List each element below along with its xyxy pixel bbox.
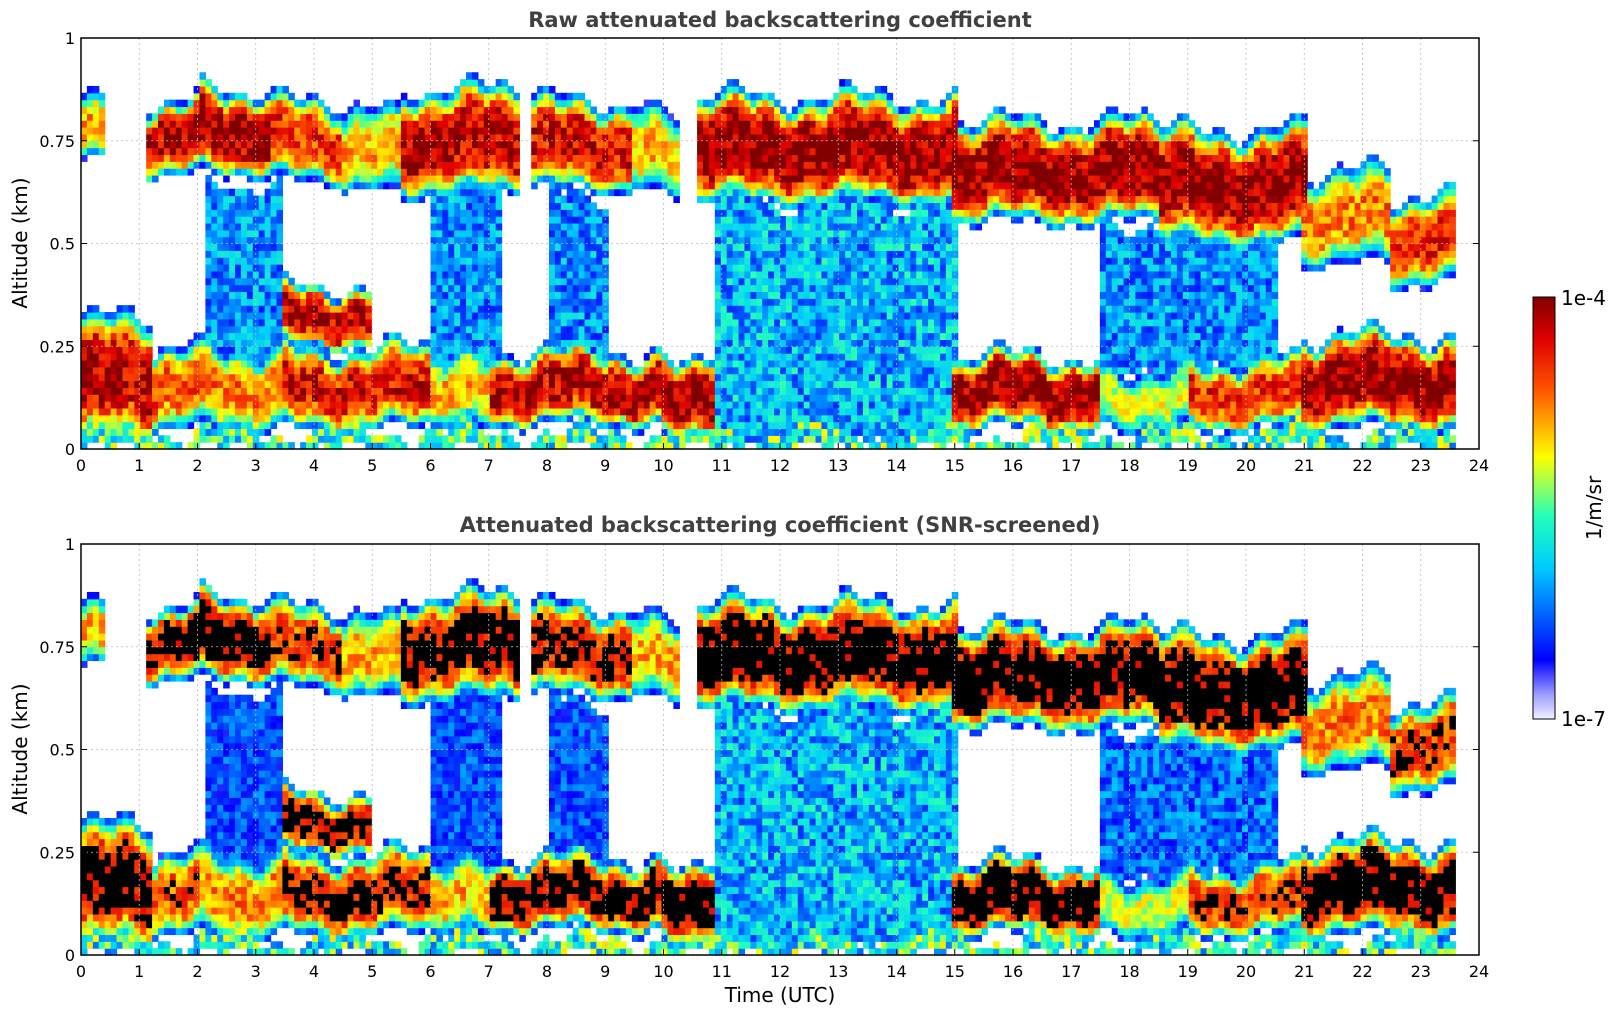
y-tick-label: 1 (65, 29, 75, 48)
x-tick-label: 7 (484, 962, 494, 981)
x-tick-label: 10 (653, 456, 673, 475)
x-tick-label: 22 (1352, 962, 1372, 981)
x-tick-label: 3 (251, 962, 261, 981)
x-tick-label: 4 (309, 962, 319, 981)
x-tick-label: 3 (251, 456, 261, 475)
panel-raw-x-axis: 0 1 2 3 4 5 6 7 8 9 10 11 12 13 14 15 16 17 18 19 20 21 22 23 24 (76, 443, 1489, 475)
x-tick-label: 20 (1236, 962, 1256, 981)
x-tick-label: 10 (653, 962, 673, 981)
panel-raw-y-label: Altitude (km) (8, 177, 32, 308)
x-tick-label: 4 (309, 456, 319, 475)
x-tick-label: 19 (1178, 962, 1198, 981)
x-tick-label: 6 (425, 962, 435, 981)
x-tick-label: 23 (1411, 456, 1431, 475)
x-tick-label: 13 (828, 962, 848, 981)
x-tick-label: 18 (1119, 962, 1139, 981)
panel-screened-x-axis: 0 1 2 3 4 5 6 7 8 9 10 11 12 13 14 15 16 17 18 19 20 21 22 23 24 (76, 949, 1489, 981)
x-tick-label: 0 (76, 962, 86, 981)
x-tick-label: 5 (367, 456, 377, 475)
x-tick-label: 0 (76, 456, 86, 475)
x-tick-label: 21 (1294, 962, 1314, 981)
panel-screened-x-label: Time (UTC) (724, 983, 836, 1007)
colorbar-min-label: 1e-7 (1561, 707, 1606, 731)
panel-raw-y-axis: 0 0.25 0.5 0.75 1 (39, 29, 1479, 459)
y-tick-label: 0.25 (39, 843, 75, 862)
x-tick-label: 24 (1469, 962, 1489, 981)
x-tick-label: 14 (886, 456, 906, 475)
x-tick-label: 15 (945, 962, 965, 981)
x-tick-label: 23 (1411, 962, 1431, 981)
x-tick-label: 21 (1294, 456, 1314, 475)
colorbar-max-label: 1e-4 (1561, 286, 1606, 310)
x-tick-label: 2 (192, 962, 202, 981)
x-tick-label: 7 (484, 456, 494, 475)
x-tick-label: 16 (1003, 456, 1023, 475)
y-tick-label: 0.5 (50, 741, 75, 760)
x-tick-label: 6 (425, 456, 435, 475)
x-tick-label: 19 (1178, 456, 1198, 475)
panel-screened-y-label: Altitude (km) (8, 683, 32, 814)
x-tick-label: 1 (134, 456, 144, 475)
x-tick-label: 16 (1003, 962, 1023, 981)
panel-raw-title: Raw attenuated backscattering coefficien… (528, 8, 1032, 32)
x-tick-label: 22 (1352, 456, 1372, 475)
panel-raw: Raw attenuated backscattering coefficien… (8, 8, 1489, 475)
x-tick-label: 20 (1236, 456, 1256, 475)
x-tick-label: 1 (134, 962, 144, 981)
x-tick-label: 8 (542, 456, 552, 475)
x-tick-label: 17 (1061, 456, 1081, 475)
panel-raw-heatmap (81, 72, 1456, 450)
panel-screened-y-axis: 0 0.25 0.5 0.75 1 (39, 535, 1479, 965)
x-tick-label: 15 (945, 456, 965, 475)
panel-screened-heatmap (81, 578, 1456, 956)
y-tick-label: 0.25 (39, 337, 75, 356)
x-tick-label: 17 (1061, 962, 1081, 981)
y-tick-label: 0 (65, 440, 75, 459)
x-tick-label: 2 (192, 456, 202, 475)
colorbar: 1e-4 1e-7 1/m/sr (1532, 286, 1606, 731)
x-tick-label: 18 (1119, 456, 1139, 475)
x-tick-label: 12 (770, 962, 790, 981)
x-tick-label: 8 (542, 962, 552, 981)
x-tick-label: 9 (600, 456, 610, 475)
x-tick-label: 24 (1469, 456, 1489, 475)
x-tick-label: 11 (712, 456, 732, 475)
y-tick-label: 0.75 (39, 638, 75, 657)
x-tick-label: 13 (828, 456, 848, 475)
x-tick-label: 5 (367, 962, 377, 981)
y-tick-label: 1 (65, 535, 75, 554)
panel-screened: Attenuated backscattering coefficient (S… (8, 513, 1489, 1007)
colorbar-unit-label: 1/m/sr (1582, 475, 1606, 540)
y-tick-label: 0 (65, 946, 75, 965)
panel-screened-title: Attenuated backscattering coefficient (S… (460, 513, 1101, 537)
y-tick-label: 0.75 (39, 132, 75, 151)
y-tick-label: 0.5 (50, 235, 75, 254)
x-tick-label: 11 (712, 962, 732, 981)
colorbar-gradient (1532, 296, 1556, 720)
x-tick-label: 9 (600, 962, 610, 981)
x-tick-label: 14 (886, 962, 906, 981)
x-tick-label: 12 (770, 456, 790, 475)
